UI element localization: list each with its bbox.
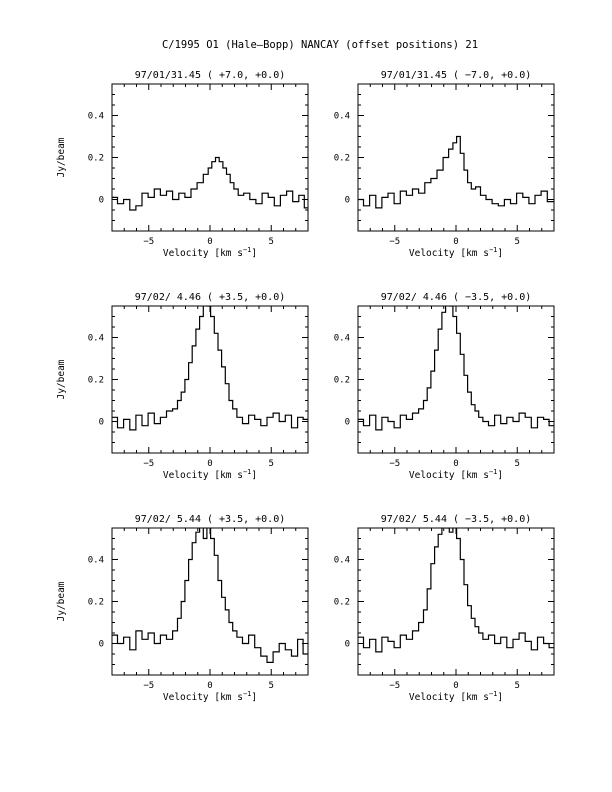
spectrum-panel-6: 97/02/ 5.44 ( −3.5, +0.0) −5 0 5 0 0.2 0.4 Velo…: [334, 514, 555, 703]
panel-title: 97/02/ 5.44 ( +3.5, +0.0): [135, 514, 286, 525]
x-tick-label: 5: [269, 237, 274, 247]
x-tick-label: 0: [207, 681, 212, 691]
x-axis-label-close: ]: [251, 692, 257, 703]
y-tick-label: 0.2: [88, 376, 104, 386]
y-tick-label: 0.4: [334, 112, 350, 122]
x-axis-label-close: ]: [251, 248, 257, 259]
spectrum-panel-4: 97/02/ 4.46 ( −3.5, +0.0) −5 0 5 0 0.2 0.4 Velo…: [334, 292, 555, 481]
x-axis-label: Velocity [km s−1]: [163, 468, 257, 481]
spectrum-panel-1: 97/01/31.45 ( +7.0, +0.0) −5 0 5 0 0.2 0.4 Velo…: [56, 70, 309, 259]
x-tick-label: −5: [389, 459, 400, 469]
panel-title: 97/01/31.45 ( −7.0, +0.0): [381, 70, 532, 81]
x-axis-label-close: ]: [497, 470, 503, 481]
x-tick-label: 0: [207, 237, 212, 247]
x-axis-label: Velocity [km s−1]: [163, 690, 257, 703]
plot-frame: [111, 83, 309, 232]
y-axis-label: Jy/beam: [56, 359, 67, 399]
plot-frame: [111, 527, 309, 676]
y-tick-label: 0.4: [88, 334, 104, 344]
x-axis-label: Velocity [km s−1]: [409, 246, 503, 259]
x-axis-label: Velocity [km s−1]: [163, 246, 257, 259]
x-tick-label: 0: [207, 459, 212, 469]
y-tick-label: 0.2: [334, 376, 350, 386]
y-tick-label: 0.4: [88, 556, 104, 566]
x-axis-label-exponent: −1: [243, 246, 251, 254]
x-tick-label: −5: [389, 237, 400, 247]
y-tick-label: 0: [99, 640, 104, 650]
x-axis-label-exponent: −1: [243, 690, 251, 698]
x-tick-label: 5: [269, 459, 274, 469]
spectrum-trace: [358, 528, 554, 653]
x-axis-label: Velocity [km s−1]: [409, 468, 503, 481]
x-tick-label: 5: [515, 237, 520, 247]
y-tick-label: 0: [345, 418, 350, 428]
x-axis-label-text: Velocity [km s: [409, 692, 489, 703]
x-axis-label-exponent: −1: [489, 246, 497, 254]
x-axis-label-close: ]: [251, 470, 257, 481]
spectrum-trace: [112, 156, 308, 211]
x-axis-label-text: Velocity [km s: [409, 248, 489, 259]
y-tick-label: 0: [99, 196, 104, 206]
x-axis-label-text: Velocity [km s: [409, 470, 489, 481]
x-axis-label-close: ]: [497, 692, 503, 703]
x-tick-label: −5: [389, 681, 400, 691]
y-tick-label: 0: [345, 640, 350, 650]
x-axis-label-text: Velocity [km s: [163, 248, 243, 259]
spectrum-panel-2: 97/01/31.45 ( −7.0, +0.0) −5 0 5 0 0.2 0.4 Velo…: [334, 70, 555, 259]
spectrum-trace: [112, 306, 308, 431]
y-tick-label: 0.2: [88, 598, 104, 608]
panel-grid: 97/01/31.45 ( +7.0, +0.0) −5 0 5 0 0.2 0.4 Velo…: [56, 70, 555, 703]
x-axis-label: Velocity [km s−1]: [409, 690, 503, 703]
x-tick-label: 0: [453, 681, 458, 691]
x-tick-label: 5: [515, 681, 520, 691]
panel-title: 97/02/ 4.46 ( −3.5, +0.0): [381, 292, 532, 303]
x-axis-label-exponent: −1: [243, 468, 251, 476]
x-axis-label-text: Velocity [km s: [163, 692, 243, 703]
x-tick-label: 0: [453, 237, 458, 247]
x-tick-label: −5: [143, 681, 154, 691]
y-axis-label: Jy/beam: [56, 137, 67, 177]
plot-frame: [111, 305, 309, 454]
x-tick-label: −5: [143, 459, 154, 469]
spectrum-panel-3: 97/02/ 4.46 ( +3.5, +0.0) −5 0 5 0 0.2 0.4 Velo…: [56, 292, 309, 481]
y-tick-label: 0.4: [334, 556, 350, 566]
x-tick-label: 0: [453, 459, 458, 469]
x-axis-label-close: ]: [497, 248, 503, 259]
x-tick-label: 5: [269, 681, 274, 691]
figure-title: C/1995 O1 (Hale–Bopp) NANCAY (offset pos…: [162, 39, 478, 51]
y-tick-label: 0.4: [334, 334, 350, 344]
spectrum-trace: [112, 528, 308, 663]
plot-frame: [357, 83, 555, 232]
y-tick-label: 0: [99, 418, 104, 428]
y-axis-label: Jy/beam: [56, 581, 67, 621]
y-tick-label: 0: [345, 196, 350, 206]
y-tick-label: 0.2: [334, 154, 350, 164]
x-axis-label-exponent: −1: [489, 690, 497, 698]
spectrum-trace: [358, 135, 554, 209]
spectrum-panel-5: 97/02/ 5.44 ( +3.5, +0.0) −5 0 5 0 0.2 0.4 Velo…: [56, 514, 309, 703]
x-axis-label-text: Velocity [km s: [163, 470, 243, 481]
panel-title: 97/01/31.45 ( +7.0, +0.0): [135, 70, 286, 81]
plot-frame: [357, 527, 555, 676]
y-tick-label: 0.4: [88, 112, 104, 122]
y-tick-label: 0.2: [88, 154, 104, 164]
x-tick-label: 5: [515, 459, 520, 469]
panel-title: 97/02/ 4.46 ( +3.5, +0.0): [135, 292, 286, 303]
panel-title: 97/02/ 5.44 ( −3.5, +0.0): [381, 514, 532, 525]
x-axis-label-exponent: −1: [489, 468, 497, 476]
x-tick-label: −5: [143, 237, 154, 247]
y-tick-label: 0.2: [334, 598, 350, 608]
spectrum-trace: [358, 306, 554, 431]
